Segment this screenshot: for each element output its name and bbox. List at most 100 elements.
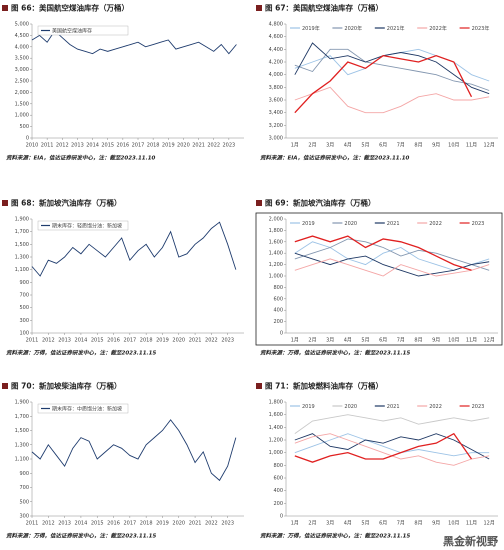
x-tick-label: 2012	[42, 521, 55, 527]
series-line	[294, 414, 490, 435]
chart-title: 图 67：美国航空煤油库存（万桶）	[265, 3, 383, 13]
y-tick-label: 1,000	[15, 113, 29, 119]
y-tick-label: 100	[19, 331, 29, 337]
y-tick-label: 900	[19, 280, 29, 286]
title-icon	[256, 200, 262, 206]
y-tick-label: 4,200	[269, 60, 283, 66]
x-tick-label: 6月	[379, 338, 387, 344]
x-tick-label: 10月	[448, 338, 459, 344]
x-tick-label: 2月	[308, 143, 316, 149]
chart-title: 图 70：新加坡柴油库存（万桶）	[11, 381, 122, 391]
x-tick-label: 2020	[177, 143, 190, 149]
x-tick-label: 2018	[147, 143, 160, 149]
legend-label: 2022年	[429, 25, 447, 32]
x-tick-label: 2020	[172, 521, 185, 527]
x-tick-label: 2016	[116, 143, 129, 149]
x-tick-label: 12月	[483, 521, 494, 527]
y-tick-label: 1,300	[15, 255, 29, 261]
x-tick-label: 11月	[466, 143, 477, 149]
x-tick-label: 2017	[123, 338, 136, 344]
series-line	[294, 432, 473, 463]
legend-label: 2022	[429, 404, 442, 410]
x-tick-label: 2016	[107, 521, 120, 527]
series-line	[294, 433, 490, 460]
x-tick-label: 2011	[41, 143, 54, 149]
y-tick-label: 3,200	[269, 123, 283, 129]
x-tick-label: 10月	[448, 521, 459, 527]
series-line	[294, 235, 472, 271]
chart-source: 资料来源：EIA，信达证券研发中心，注：截至2023.11.10	[260, 155, 410, 162]
legend-label: 2022	[429, 221, 442, 227]
x-tick-label: 2017	[132, 143, 145, 149]
x-tick-label: 1月	[291, 143, 299, 149]
y-tick-label: 300	[19, 514, 29, 520]
title-icon	[256, 383, 262, 389]
x-tick-label: 1月	[291, 338, 299, 344]
y-tick-label: 1,700	[15, 414, 29, 420]
legend-label: 2021年	[387, 25, 405, 32]
y-tick-label: 4,000	[15, 44, 29, 50]
chart-title: 图 68：新加坡汽油库存（万桶）	[11, 198, 122, 208]
chart-source: 资料来源：EIA，信达证券研发中心，注：截至2023.11.10	[6, 155, 156, 162]
legend-label: 2023年	[472, 25, 490, 32]
x-tick-label: 2015	[91, 338, 104, 344]
x-tick-label: 2015	[91, 521, 104, 527]
legend-label: 美国航空煤油库存	[52, 27, 92, 34]
x-tick-label: 6月	[379, 521, 387, 527]
legend-label: 2023	[472, 221, 485, 227]
y-tick-label: 300	[19, 318, 29, 324]
y-tick-label: 4,600	[269, 34, 283, 40]
chart-source: 资料来源：万得，信达证券研发中心，注：截至2023.11.15	[6, 533, 156, 540]
x-tick-label: 12月	[483, 143, 494, 149]
y-tick-label: 3,800	[269, 85, 283, 91]
y-tick-label: 400	[273, 488, 283, 494]
x-tick-label: 9月	[432, 338, 440, 344]
title-icon	[256, 5, 262, 11]
y-tick-label: 1,200	[269, 262, 283, 268]
chart-source: 资料来源：万得，信达证券研发中心，注：截至2023.11.15	[260, 533, 410, 540]
x-tick-label: 2021	[189, 521, 202, 527]
y-tick-label: 600	[273, 296, 283, 302]
y-tick-label: 600	[273, 476, 283, 482]
legend-box	[37, 220, 129, 231]
x-tick-label: 2015	[101, 143, 114, 149]
y-tick-label: 0	[280, 331, 283, 337]
x-tick-label: 2018	[140, 521, 153, 527]
y-tick-label: 5,000	[15, 22, 29, 28]
y-tick-label: 1,100	[15, 267, 29, 273]
x-tick-label: 3月	[326, 143, 334, 149]
series-line	[294, 433, 490, 457]
y-tick-label: 3,000	[15, 67, 29, 73]
x-tick-label: 2012	[42, 338, 55, 344]
legend-label: 2019	[302, 221, 315, 227]
x-tick-label: 2011	[26, 338, 39, 344]
series-line	[294, 42, 490, 95]
x-tick-label: 3月	[326, 338, 334, 344]
series-line	[294, 252, 490, 277]
chart-title: 图 66：美国航空煤油库存（万桶）	[11, 3, 129, 13]
x-tick-label: 5月	[361, 143, 369, 149]
x-tick-label: 10月	[448, 143, 459, 149]
y-tick-label: 0	[280, 514, 283, 520]
legend-label: 2021	[387, 221, 400, 227]
watermark: 黑金新视野	[443, 534, 498, 548]
y-tick-label: 2,000	[269, 217, 283, 223]
x-tick-label: 2019	[156, 521, 169, 527]
x-tick-label: 2022	[205, 521, 218, 527]
x-tick-label: 4月	[344, 521, 352, 527]
x-tick-label: 11月	[466, 338, 477, 344]
y-tick-label: 1,500	[15, 101, 29, 107]
y-tick-label: 1,400	[269, 425, 283, 431]
y-tick-label: 1,500	[15, 428, 29, 434]
y-tick-label: 1,600	[269, 239, 283, 245]
x-tick-label: 2019	[156, 338, 169, 344]
x-tick-label: 2012	[56, 143, 69, 149]
x-tick-label: 11月	[466, 521, 477, 527]
series-line	[294, 238, 490, 271]
y-tick-label: 1,700	[15, 229, 29, 235]
x-tick-label: 7月	[397, 143, 405, 149]
x-tick-label: 2023	[222, 143, 235, 149]
legend-label: 2020年	[344, 25, 362, 32]
y-tick-label: 200	[273, 501, 283, 507]
y-tick-label: 1,300	[15, 442, 29, 448]
